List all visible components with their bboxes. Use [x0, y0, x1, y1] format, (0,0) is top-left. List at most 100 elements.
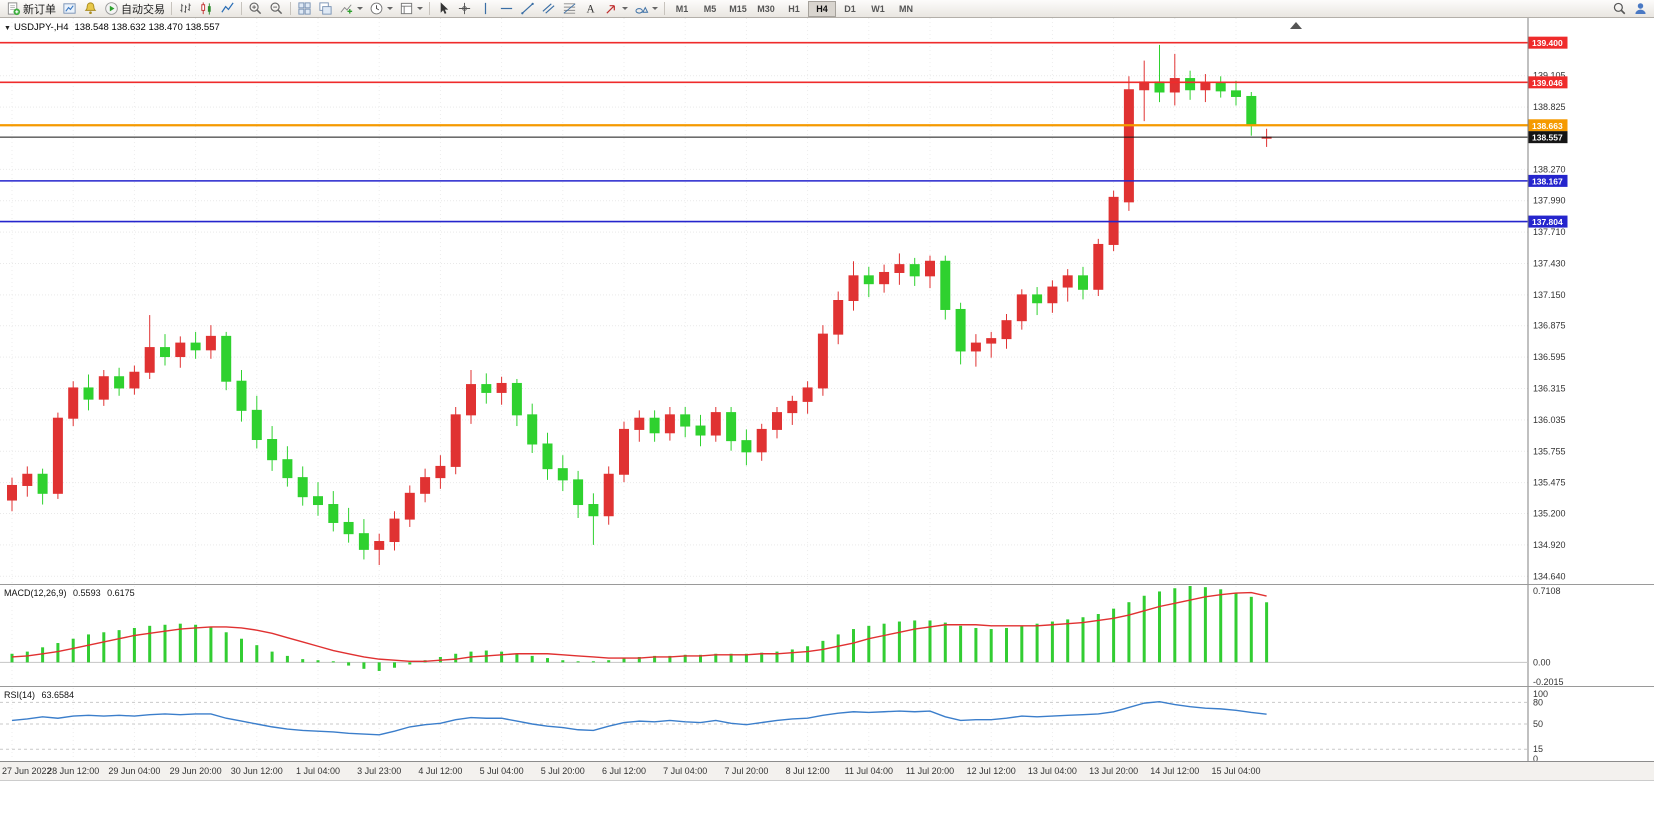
zoom-out-button[interactable] [266, 0, 287, 18]
crosshair-button[interactable] [454, 0, 475, 18]
svg-text:136.875: 136.875 [1533, 321, 1566, 331]
price-axis[interactable]: 139.105 138.825 138.270 137.990 137.710 137.4… [1527, 18, 1654, 762]
timeframe-D1[interactable]: D1 [844, 3, 856, 14]
collapse-icon[interactable]: ▼ [4, 25, 11, 32]
horizontal-line-button[interactable] [496, 0, 517, 18]
toolbar-separator [171, 2, 172, 15]
svg-text:137.804: 137.804 [1532, 217, 1563, 227]
cursor-icon [436, 1, 451, 16]
candlestick-icon [199, 1, 214, 16]
svg-text:135.755: 135.755 [1533, 446, 1566, 456]
cascade-windows-icon [318, 1, 333, 16]
template-icon [399, 1, 414, 16]
cursor-button[interactable] [433, 0, 454, 18]
svg-text:137.430: 137.430 [1533, 259, 1566, 269]
vertical-line-button[interactable] [475, 0, 496, 18]
shapes-icon [634, 1, 649, 16]
cascade-windows-button[interactable] [315, 0, 336, 18]
clock-icon [369, 1, 384, 16]
svg-text:11 Jul 04:00: 11 Jul 04:00 [845, 766, 893, 776]
price-badge [1528, 76, 1568, 89]
arrow-icon [604, 1, 619, 16]
new-order-button-label: 新订单 [23, 3, 56, 16]
profiles-button[interactable] [59, 0, 80, 18]
svg-text:137.710: 137.710 [1533, 227, 1566, 237]
fibonacci-button[interactable] [559, 0, 580, 18]
svg-text:7 Jul 04:00: 7 Jul 04:00 [663, 766, 707, 776]
horizontal-line-icon [499, 1, 514, 16]
macd-indicator-header: MACD(12,26,9) 0.5593 0.6175 [4, 588, 139, 598]
dropdown-caret-icon [357, 7, 363, 10]
periods-button[interactable] [366, 0, 396, 18]
svg-text:29 Jun 04:00: 29 Jun 04:00 [108, 766, 160, 776]
svg-text:15: 15 [1533, 744, 1543, 754]
svg-text:138.825: 138.825 [1533, 102, 1566, 112]
svg-text:100: 100 [1533, 689, 1548, 699]
timeframe-H1[interactable]: H1 [788, 3, 800, 14]
rsi-label: RSI(14) [4, 690, 36, 700]
arrows-button[interactable] [601, 0, 631, 18]
timeframe-H4[interactable]: H4 [808, 0, 836, 17]
toolbar-left-group: 新订单 自动交易 A M1 M5 M15 M30 H1 H4 D1 W1 MN [3, 0, 920, 17]
toolbar: 新订单 自动交易 A M1 M5 M15 M30 H1 H4 D1 W1 MN [0, 0, 1654, 18]
search-button[interactable] [1609, 0, 1630, 18]
alerts-button[interactable] [80, 0, 101, 18]
panel-separators[interactable] [0, 584, 1654, 687]
bar-chart-button[interactable] [175, 0, 196, 18]
indicators-icon [339, 1, 354, 16]
trendline-button[interactable] [517, 0, 538, 18]
svg-text:28 Jun 12:00: 28 Jun 12:00 [47, 766, 99, 776]
timeframe-M15[interactable]: M15 [729, 3, 747, 14]
svg-text:135.475: 135.475 [1533, 478, 1566, 488]
chart-shift-marker[interactable] [1290, 22, 1302, 29]
horizontal-lines-layer[interactable] [0, 41, 1528, 223]
shapes-button[interactable] [631, 0, 661, 18]
svg-text:80: 80 [1533, 697, 1543, 707]
zoom-in-button[interactable] [245, 0, 266, 18]
account-button[interactable] [1630, 0, 1651, 18]
trendline-icon [520, 1, 535, 16]
search-icon [1612, 1, 1627, 16]
svg-text:30 Jun 12:00: 30 Jun 12:00 [231, 766, 283, 776]
svg-text:1 Jul 04:00: 1 Jul 04:00 [296, 766, 340, 776]
timeframe-M5[interactable]: M5 [703, 3, 717, 14]
svg-text:4 Jul 12:00: 4 Jul 12:00 [418, 766, 462, 776]
timeframe-M30[interactable]: M30 [757, 3, 775, 14]
dropdown-caret-icon [417, 7, 423, 10]
dropdown-caret-icon [652, 7, 658, 10]
grid-layer [0, 18, 1528, 760]
rsi-value: 63.6584 [41, 690, 75, 700]
price-badge [1528, 36, 1568, 49]
timeframe-MN[interactable]: MN [899, 3, 913, 14]
svg-text:13 Jul 20:00: 13 Jul 20:00 [1089, 766, 1138, 776]
channel-icon [541, 1, 556, 16]
tile-windows-button[interactable] [294, 0, 315, 18]
toolbar-separator [429, 2, 430, 15]
profiles-icon [62, 1, 77, 16]
zoom-out-icon [269, 1, 284, 16]
bar-chart-icon [178, 1, 193, 16]
macd-panel[interactable]: 0.7108 0.00 -0.2015 [0, 586, 1564, 687]
timeframe-W1[interactable]: W1 [871, 3, 885, 14]
svg-text:0: 0 [1533, 754, 1538, 764]
svg-text:134.640: 134.640 [1533, 571, 1566, 581]
channel-button[interactable] [538, 0, 559, 18]
line-chart-button[interactable] [217, 0, 238, 18]
svg-text:134.920: 134.920 [1533, 540, 1566, 550]
timeframe-M1[interactable]: M1 [675, 3, 689, 14]
new-order-icon [6, 1, 21, 16]
autotrading-button[interactable]: 自动交易 [101, 0, 168, 18]
candles-layer [7, 44, 1272, 566]
templates-button[interactable] [396, 0, 426, 18]
toolbar-separator [290, 2, 291, 15]
svg-text:12 Jul 12:00: 12 Jul 12:00 [967, 766, 1016, 776]
candlestick-button[interactable] [196, 0, 217, 18]
new-order-button[interactable]: 新订单 [3, 0, 59, 18]
svg-text:13 Jul 04:00: 13 Jul 04:00 [1028, 766, 1077, 776]
text-button[interactable]: A [580, 0, 601, 18]
indicators-button[interactable] [336, 0, 366, 18]
